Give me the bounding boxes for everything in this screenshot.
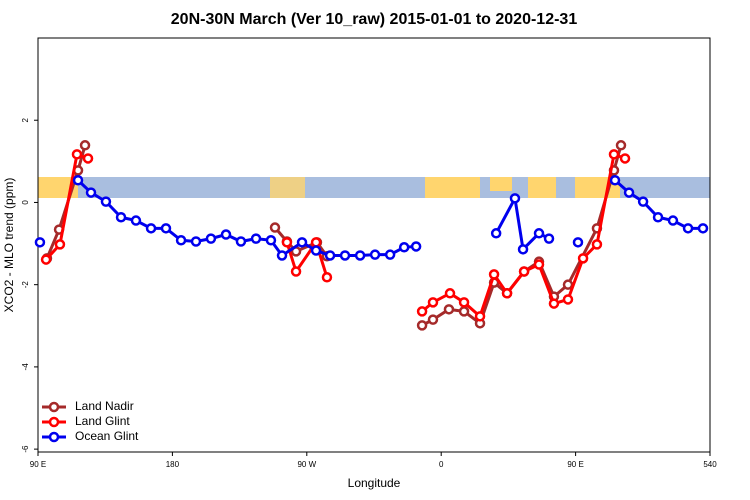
point [517,244,529,255]
point [488,269,500,280]
point [410,241,422,252]
point [533,228,545,239]
point [269,222,281,233]
y-tick-label: 2 [21,117,30,122]
point [458,297,470,308]
plot-frame [37,37,711,453]
point [619,153,631,164]
y-tick-label: 0 [21,200,30,205]
x-tick-label: 0 [439,460,444,469]
x-tick-label: 90 E [30,460,46,469]
point [290,266,302,277]
legend-label: Land Nadir [75,399,134,413]
point [562,279,574,290]
point [160,223,172,234]
point [115,211,127,223]
point [562,294,574,305]
legend-marker [48,401,60,413]
point [54,239,66,250]
point [310,245,322,256]
point [608,149,620,160]
point [572,237,584,248]
point [281,237,293,248]
point [296,237,308,248]
legend-marker [48,416,60,428]
point [623,187,635,198]
point [474,311,486,322]
point [235,236,247,247]
point [416,320,428,331]
x-tick-label: 180 [166,460,180,469]
point [250,233,262,244]
point [518,266,530,277]
point [276,250,288,261]
point [427,297,439,308]
point [265,235,277,246]
map-band [38,177,710,198]
point [354,250,366,261]
point [637,196,649,207]
point [175,235,187,246]
point [71,149,83,160]
point [615,140,627,151]
point [369,249,381,260]
point [40,254,52,265]
point [543,233,555,244]
point [591,239,603,250]
point [220,229,232,240]
point [190,236,202,247]
point [490,228,502,239]
point [130,215,142,226]
point [72,174,84,186]
y-axis-label: XCO2 - MLO trend (ppm) [2,178,16,313]
y-tick-label: -2 [21,281,30,289]
point [577,253,589,264]
point [398,242,410,253]
point [501,288,513,299]
point [416,306,428,317]
point [82,153,94,164]
point [533,259,545,270]
x-axis-label: Longitude [348,476,401,490]
point [79,140,91,151]
point [339,250,351,261]
point [310,237,322,248]
legend-marker [48,431,60,443]
point [427,314,439,325]
point [205,233,217,244]
point [697,223,709,234]
legend-label: Land Glint [75,414,130,428]
point [384,249,396,260]
point [443,304,455,315]
point [609,174,621,186]
point [458,306,470,317]
point [682,223,694,234]
x-tick-label: 90 E [567,460,583,469]
point [667,215,679,226]
point [509,193,521,204]
point [321,272,333,283]
y-tick-label: -6 [21,445,30,453]
point [85,187,97,198]
y-tick-label: -4 [21,363,30,371]
x-tick-label: 540 [703,460,717,469]
x-tick-label: 90 W [297,460,316,469]
point [548,298,560,309]
point [34,237,46,248]
point [100,196,112,207]
point [145,223,157,234]
point [444,288,456,299]
chart-title: 20N-30N March (Ver 10_raw) 2015-01-01 to… [171,11,578,28]
point [652,211,664,223]
point [324,250,336,261]
legend-label: Ocean Glint [75,429,139,443]
